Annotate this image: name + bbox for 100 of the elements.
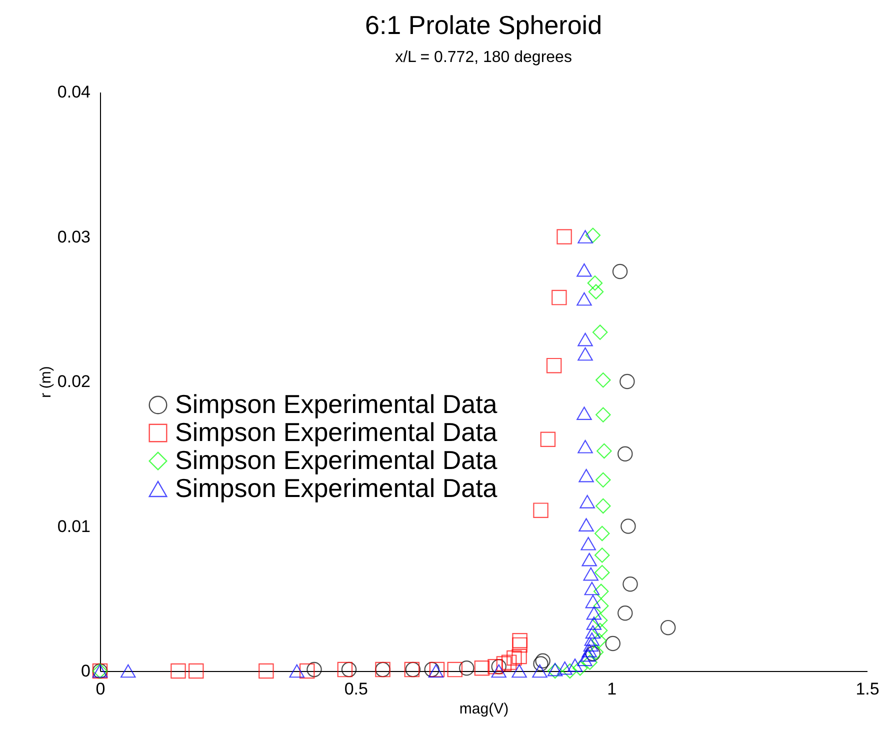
point <box>580 536 596 550</box>
x-tick-label: 1 <box>607 680 617 698</box>
y-tick-label: 0.03 <box>57 227 90 246</box>
y-tick-label: 0.01 <box>57 516 90 536</box>
x-tick-label: 1.5 <box>856 680 880 698</box>
point <box>577 652 592 666</box>
point <box>512 632 528 648</box>
point <box>341 662 357 678</box>
point <box>496 656 512 672</box>
point <box>459 660 474 676</box>
point <box>532 664 548 678</box>
point <box>578 440 593 454</box>
point <box>593 584 609 600</box>
point <box>540 432 556 448</box>
point <box>596 407 611 422</box>
point <box>596 472 611 488</box>
point <box>592 612 608 628</box>
point <box>170 663 186 679</box>
point <box>585 625 601 639</box>
point <box>533 502 548 518</box>
point <box>474 660 490 676</box>
point <box>491 659 506 674</box>
point <box>488 659 503 674</box>
legend-label: Simpson Experimental Data <box>175 473 498 503</box>
legend-label: Simpson Experimental Data <box>175 417 498 447</box>
point <box>660 620 676 636</box>
point <box>567 658 583 672</box>
point <box>612 264 628 280</box>
y-tick-label: 0 <box>81 662 90 680</box>
point <box>605 636 620 652</box>
point <box>584 632 600 646</box>
point <box>580 648 596 662</box>
point <box>594 564 610 580</box>
y-axis-title: r (m) <box>37 366 54 398</box>
point <box>622 576 638 592</box>
y-tick-label: 0.02 <box>57 372 90 391</box>
point <box>583 567 598 581</box>
point <box>572 660 588 676</box>
point <box>576 292 592 306</box>
point <box>501 654 517 670</box>
point <box>512 637 528 653</box>
legend-label: Simpson Experimental Data <box>175 389 498 419</box>
point <box>306 662 322 678</box>
point <box>588 644 604 660</box>
point <box>594 548 610 563</box>
point <box>582 644 597 658</box>
point <box>586 616 602 630</box>
point <box>578 518 594 532</box>
x-tick-label: 0.5 <box>344 680 368 698</box>
point <box>546 358 562 374</box>
point <box>556 229 572 244</box>
chart-subtitle: x/L = 0.772, 180 degrees <box>395 49 572 66</box>
point <box>299 663 315 679</box>
point <box>552 290 567 306</box>
point <box>596 372 611 388</box>
point <box>594 526 610 542</box>
point <box>188 663 204 679</box>
point <box>578 468 594 482</box>
point <box>576 406 592 420</box>
point <box>578 347 593 361</box>
point <box>593 598 609 614</box>
point <box>258 663 274 679</box>
point <box>582 654 598 670</box>
point <box>337 662 353 678</box>
point <box>588 284 604 300</box>
point <box>620 518 636 534</box>
point <box>596 498 611 514</box>
point <box>587 275 603 291</box>
point <box>578 230 593 244</box>
point <box>591 632 607 648</box>
point <box>596 443 612 459</box>
point <box>447 662 462 678</box>
point <box>580 494 595 508</box>
point <box>576 263 592 277</box>
point <box>582 552 597 566</box>
point <box>424 662 440 678</box>
point <box>585 228 601 243</box>
point <box>620 374 635 390</box>
chart-title: 6:1 Prolate Spheroid <box>364 10 602 40</box>
point <box>618 605 633 621</box>
point <box>585 646 601 662</box>
point <box>120 664 136 678</box>
legend-label: Simpson Experimental Data <box>175 445 498 475</box>
point <box>618 446 633 462</box>
point <box>562 663 578 679</box>
x-axis-title: mag(V) <box>459 700 509 718</box>
point <box>535 653 550 668</box>
point <box>557 661 572 675</box>
point <box>578 332 593 346</box>
point <box>585 594 601 608</box>
point <box>533 656 548 672</box>
point <box>506 650 522 666</box>
point <box>512 648 527 664</box>
point <box>592 622 608 638</box>
point <box>491 664 506 678</box>
x-tick-label: 0 <box>96 680 106 698</box>
point <box>289 664 304 678</box>
point <box>584 582 600 596</box>
point <box>586 606 602 620</box>
point <box>592 324 608 340</box>
